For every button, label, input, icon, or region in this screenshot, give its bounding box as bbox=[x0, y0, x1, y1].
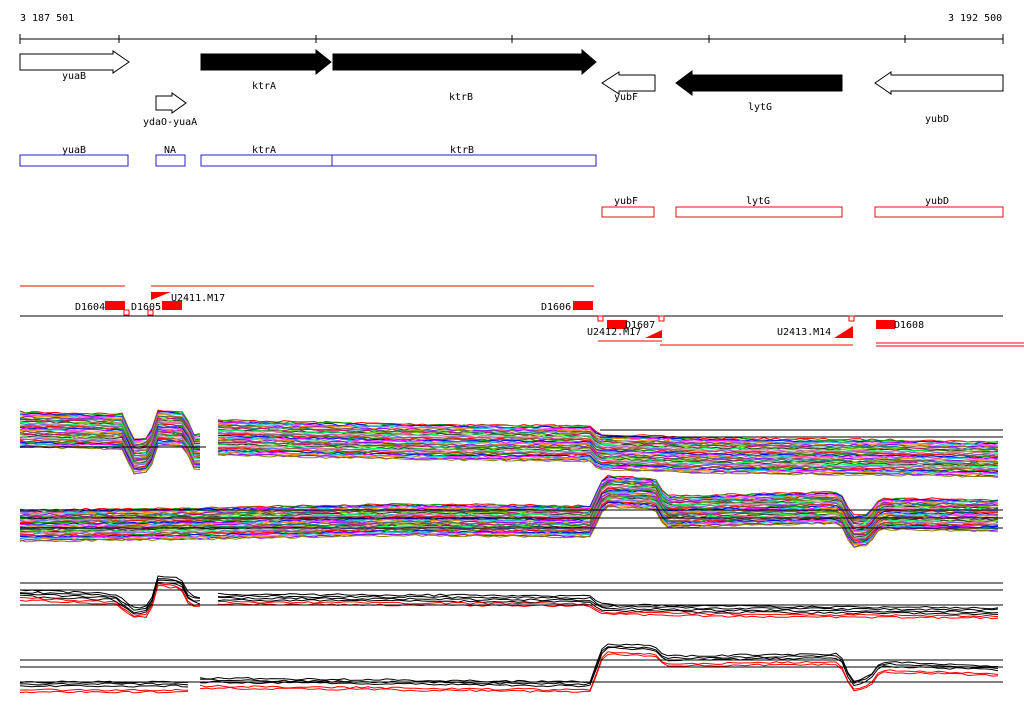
gene-label-yubf: yubF bbox=[614, 92, 638, 103]
box-label-yubd: yubD bbox=[925, 196, 949, 207]
segment-d1604[interactable] bbox=[105, 301, 125, 310]
box-label-yuab: yuaB bbox=[62, 145, 86, 156]
minus-strand-box-track: yubF lytG yubD bbox=[601, 196, 1004, 218]
label-d1604: D1604 bbox=[75, 302, 105, 313]
gene-arrow-ktra[interactable] bbox=[200, 48, 332, 76]
label-u2412: U2412.M17 bbox=[587, 327, 641, 338]
box-label-na: NA bbox=[164, 145, 176, 156]
label-d1606: D1606 bbox=[541, 302, 571, 313]
gene-arrow-yubd[interactable] bbox=[874, 71, 1004, 95]
label-u2411: U2411.M17 bbox=[171, 293, 225, 304]
gene-label-ydao-yuaa: ydaO-yuaA bbox=[143, 117, 197, 128]
plus-strand-box-track: yuaB NA ktrA ktrB bbox=[19, 145, 597, 167]
gene-label-ktrb: ktrB bbox=[449, 92, 473, 103]
gene-arrow-lytg[interactable] bbox=[675, 70, 843, 96]
plus-box-ktrb[interactable] bbox=[331, 154, 597, 167]
minus-box-lytg[interactable] bbox=[675, 206, 843, 218]
segment-d1607[interactable] bbox=[607, 320, 627, 329]
segment-d1606[interactable] bbox=[573, 301, 593, 310]
promoter-u2411[interactable] bbox=[151, 292, 171, 300]
segment-d1605[interactable] bbox=[162, 301, 182, 310]
expression-profile-panel-4 bbox=[19, 643, 1003, 694]
box-label-yubf: yubF bbox=[614, 196, 638, 207]
gene-label-lytg: lytG bbox=[748, 102, 772, 113]
coordinate-start-label: 3 187 501 bbox=[20, 13, 75, 24]
box-label-lytg: lytG bbox=[746, 196, 770, 207]
plus-box-ktra[interactable] bbox=[200, 154, 333, 167]
box-label-ktrb: ktrB bbox=[450, 145, 474, 156]
coordinate-end-label: 3 192 500 bbox=[948, 13, 1003, 24]
gene-label-yubd: yubD bbox=[925, 114, 949, 125]
gene-arrow-ktrb[interactable] bbox=[332, 48, 597, 76]
gene-arrow-yubf[interactable] bbox=[601, 71, 656, 95]
label-d1608: D1608 bbox=[894, 320, 924, 331]
gene-arrow-yuab[interactable] bbox=[19, 50, 130, 74]
transcription-segment-track: D1604 D1605 U2411.M17 D1606 D1607 U2412.… bbox=[20, 285, 1024, 347]
gene-label-ktra: ktrA bbox=[252, 81, 276, 92]
plus-box-na[interactable] bbox=[155, 154, 186, 167]
gene-annotation-track: yuaB ydaO-yuaA ktrA ktrB yubF lytG yubD bbox=[19, 48, 1004, 128]
box-label-ktra: ktrA bbox=[252, 145, 276, 156]
expression-profile-panel-3 bbox=[19, 575, 1003, 620]
segment-d1608[interactable] bbox=[876, 320, 895, 329]
promoter-u2412[interactable] bbox=[645, 330, 662, 338]
expression-profile-panel-2 bbox=[19, 474, 1003, 548]
coordinate-axis bbox=[19, 34, 1004, 44]
minus-box-yubd[interactable] bbox=[874, 206, 1004, 218]
promoter-u2413[interactable] bbox=[834, 326, 853, 338]
gene-arrow-ydao-yuaa[interactable] bbox=[155, 92, 187, 114]
plus-box-yuab[interactable] bbox=[19, 154, 129, 167]
label-d1607: D1607 bbox=[625, 320, 655, 331]
minus-box-yubf[interactable] bbox=[601, 206, 655, 218]
gene-label-yuab: yuaB bbox=[62, 71, 86, 82]
label-d1605: D1605 bbox=[131, 302, 161, 313]
label-u2413: U2413.M14 bbox=[777, 327, 831, 338]
expression-profile-panel-1 bbox=[19, 409, 1003, 479]
